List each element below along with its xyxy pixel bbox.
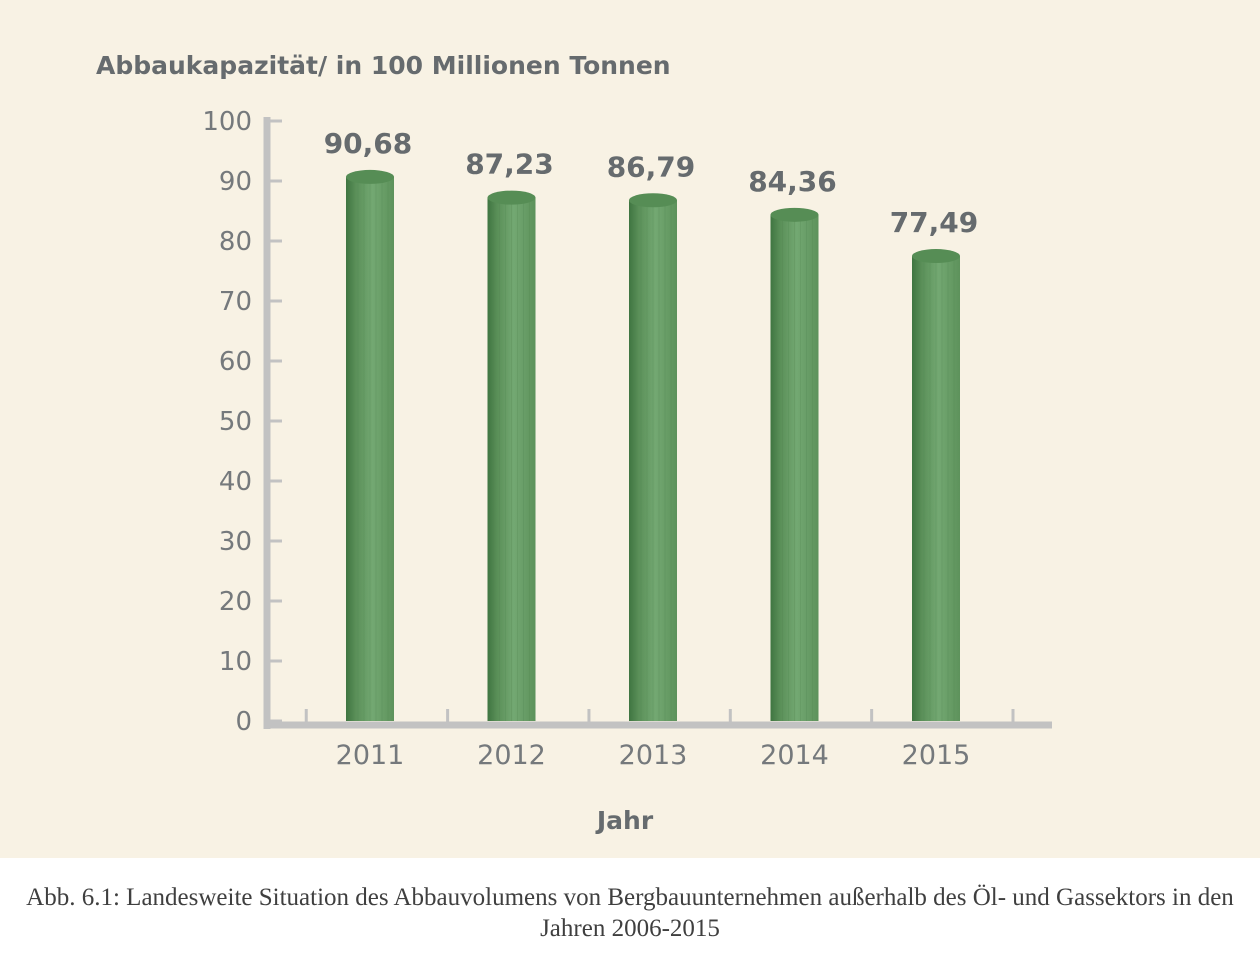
y-tick-label: 70 — [219, 287, 252, 317]
x-tick-label: 2012 — [477, 740, 546, 771]
bar-2015 — [912, 249, 960, 721]
y-tick-label: 30 — [219, 527, 252, 557]
x-axis-title: Jahr — [595, 806, 654, 835]
y-tick-label: 90 — [219, 167, 252, 197]
figure-caption: Abb. 6.1: Landesweite Situation des Abba… — [26, 884, 1234, 942]
bar-body — [629, 200, 677, 721]
data-label: 86,79 — [607, 150, 696, 183]
y-tick-label: 80 — [219, 227, 252, 257]
y-axis-title: Abbaukapazität/ in 100 Millionen Tonnen — [96, 51, 671, 80]
data-label: 84,36 — [748, 165, 837, 198]
bar-body — [487, 197, 536, 721]
x-tick-label: 2013 — [619, 740, 688, 771]
bar-cap — [487, 190, 536, 205]
bar-2012 — [487, 190, 536, 721]
bar-cap — [770, 207, 819, 222]
bar-body — [346, 176, 394, 722]
bar-2013 — [629, 193, 677, 721]
y-tick-label: 20 — [219, 587, 252, 617]
y-tick-label: 0 — [235, 707, 252, 737]
data-label: 90,68 — [324, 127, 413, 160]
bar-body — [770, 214, 819, 721]
bar-cap — [912, 249, 960, 264]
y-tick-label: 50 — [219, 407, 252, 437]
bar-2011 — [346, 169, 394, 722]
bar-cap — [346, 169, 394, 184]
x-tick-label: 2015 — [902, 740, 971, 771]
bar-chart: Abbaukapazität/ in 100 Millionen Tonnen … — [96, 51, 1052, 835]
y-tick-label: 60 — [219, 347, 252, 377]
bar-cap — [629, 193, 677, 208]
y-tick-label: 100 — [202, 107, 252, 137]
chart-panel: Abbaukapazität/ in 100 Millionen Tonnen … — [0, 0, 1260, 858]
x-tick-label: 2014 — [760, 740, 829, 771]
data-label: 87,23 — [465, 148, 554, 181]
bar-2014 — [770, 207, 819, 721]
bar-body — [912, 256, 960, 721]
x-tick-label: 2011 — [336, 740, 405, 771]
data-label: 77,49 — [890, 206, 979, 239]
y-tick-label: 40 — [219, 467, 252, 497]
y-tick-label: 10 — [219, 647, 252, 677]
